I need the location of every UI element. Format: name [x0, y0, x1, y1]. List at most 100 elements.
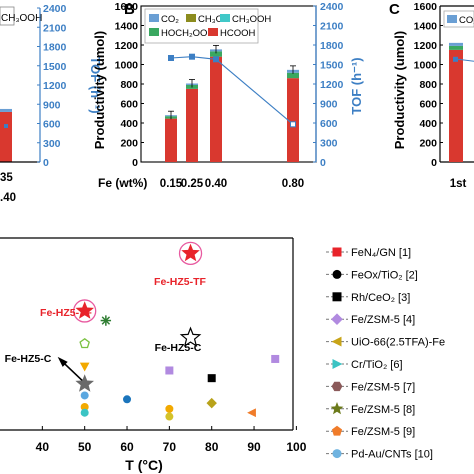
- data-point: [100, 315, 112, 326]
- y2-tick-label: 2400: [320, 1, 344, 13]
- legend-marker: [331, 381, 343, 392]
- legend-box: [0, 6, 15, 26]
- data-point: [165, 412, 174, 421]
- tof-line: [457, 58, 474, 62]
- legend-label: Cr/TiO₂ [6]: [351, 359, 403, 371]
- legend-swatch: [208, 28, 218, 36]
- data-point: [181, 243, 200, 262]
- y2-tick-label: 900: [320, 99, 338, 111]
- legend-marker: [331, 425, 343, 436]
- bar-segment: [287, 78, 299, 162]
- x-tick-label: 60: [120, 440, 134, 454]
- legend-marker: [330, 402, 344, 415]
- y-tick-label: 0: [132, 157, 138, 169]
- legend-label: FeOx/TiO₂ [2]: [351, 269, 418, 281]
- legend-swatch: [186, 14, 196, 22]
- tof-point: [453, 56, 458, 62]
- legend-label: Rh/CeO₂ [3]: [351, 292, 410, 304]
- legend-marker: [332, 359, 343, 369]
- y-tick-label: 600: [120, 99, 138, 111]
- tof-point: [4, 124, 8, 129]
- x-axis-title: T (°C): [125, 457, 162, 473]
- x-tick-label: 0.80: [282, 178, 304, 190]
- x-tick-label: 70: [163, 440, 177, 454]
- bar-segment: [449, 45, 463, 50]
- legend-label: Pd-Au/CNTs [10]: [351, 449, 433, 461]
- x-tick-label: 100: [286, 440, 306, 454]
- panel-d-scatter: 40 50 60 70 80 90 100 T (°C) Fe-HZ5-TF Fe-HZ5-TF F…: [0, 237, 445, 473]
- legend-frame: [144, 8, 259, 44]
- legend-marker: [332, 292, 342, 302]
- legend-label: Fe/ZSM-5 [9]: [351, 426, 415, 438]
- bar-segment: [449, 42, 463, 46]
- y2-tick-label: 600: [43, 119, 61, 131]
- y-tick-label: 400: [120, 118, 138, 130]
- legend-label: Fe/ZSM-5 [7]: [351, 381, 415, 393]
- arrow-head: [57, 356, 68, 367]
- legend-label: Fe/ZSM-5 [8]: [351, 404, 415, 416]
- legend-marker: [332, 449, 342, 459]
- legend-label: UiO-66(2.5TFA)-Fe: [351, 337, 445, 349]
- bar: [449, 49, 463, 162]
- y2-tick-label: 1800: [320, 40, 344, 52]
- legend-swatch: [149, 14, 159, 22]
- y-axis-title: Productivity (umol): [92, 31, 107, 149]
- data-point: [80, 391, 89, 400]
- tick-fragment: .40: [0, 192, 16, 204]
- panel-a: CH₃OOH 0 300 600 900 1200 1500 1800 2100 2400 TOF …: [0, 3, 103, 204]
- panel-b: B 0 200 400 600 800 1000 1200 1400 1600 0 300 600 900…: [92, 1, 364, 190]
- legend-label: Fe/ZSM-5 [4]: [351, 314, 415, 326]
- y2-axis-title: TOF (h⁻¹): [349, 57, 364, 114]
- tick-fragment: 35: [0, 172, 13, 184]
- y2-tick-label: 2400: [43, 3, 67, 15]
- legend-label: FeN₄/GN [1]: [351, 247, 411, 259]
- y-tick-label: 1400: [414, 21, 438, 33]
- y-tick-label: 800: [419, 79, 437, 91]
- legend-label: CH₃OH: [198, 14, 230, 25]
- y-tick-label: 1000: [115, 60, 139, 72]
- highlight-ring: [73, 299, 97, 323]
- legend-marker: [332, 247, 342, 257]
- data-point: [206, 397, 217, 409]
- panel-label: B: [124, 1, 135, 18]
- y2-tick-label: 2100: [43, 22, 67, 34]
- highlight-ring: [178, 241, 203, 266]
- data-point: [179, 326, 202, 348]
- y2-tick-label: 1500: [43, 61, 67, 73]
- data-point: [247, 408, 256, 418]
- annotation-label: Fe-HZ5-C: [5, 353, 52, 365]
- data-point: [207, 374, 216, 383]
- bar-segment: [210, 51, 222, 57]
- y2-tick-label: 1800: [43, 42, 67, 54]
- legend-label: HCOOH: [220, 28, 256, 39]
- y-tick-label: 400: [419, 118, 437, 130]
- y-tick-label: 600: [419, 99, 437, 111]
- y2-tick-label: 1200: [43, 80, 67, 92]
- tof-point: [168, 55, 174, 61]
- x-tick-label: 80: [205, 440, 219, 454]
- bar: [0, 111, 12, 162]
- y-tick-label: 0: [431, 157, 437, 169]
- arrow-line: [62, 361, 84, 382]
- legend: CO₂ CH₃OH CH₃OOH HOCH₂OOH HCOOH: [144, 8, 271, 44]
- y-axis-title: Productivity (umol): [392, 31, 407, 149]
- legend-swatch: [149, 28, 159, 36]
- panel-label: C: [389, 1, 400, 18]
- y-tick-label: 800: [120, 79, 138, 91]
- y-tick-label: 1200: [115, 40, 139, 52]
- annotation-label: Fe-HZ5-C: [155, 342, 202, 354]
- panel-c: C 0 200 400 600 800 1000 1200 1400 1600 Productivi…: [389, 1, 474, 190]
- data-point: [79, 337, 90, 349]
- y-tick-label: 1600: [115, 1, 139, 13]
- y-tick-label: 1400: [115, 21, 139, 33]
- data-point: [79, 362, 90, 372]
- y2-tick-label: 900: [43, 99, 61, 111]
- x-tick-label: 0.15: [160, 178, 183, 190]
- tof-point: [189, 53, 195, 60]
- y2-tick-label: 1500: [320, 60, 344, 72]
- scatter-legend: FeN₄/GN [1] FeOx/TiO₂ [2] Rh/CeO₂ [3] Fe/ZS…: [326, 247, 445, 461]
- x-tick-label: 0.25: [181, 178, 204, 190]
- x-axis-title: Fe (wt%): [98, 176, 147, 190]
- x-tick-label: 40: [36, 440, 50, 454]
- data-point: [165, 366, 174, 375]
